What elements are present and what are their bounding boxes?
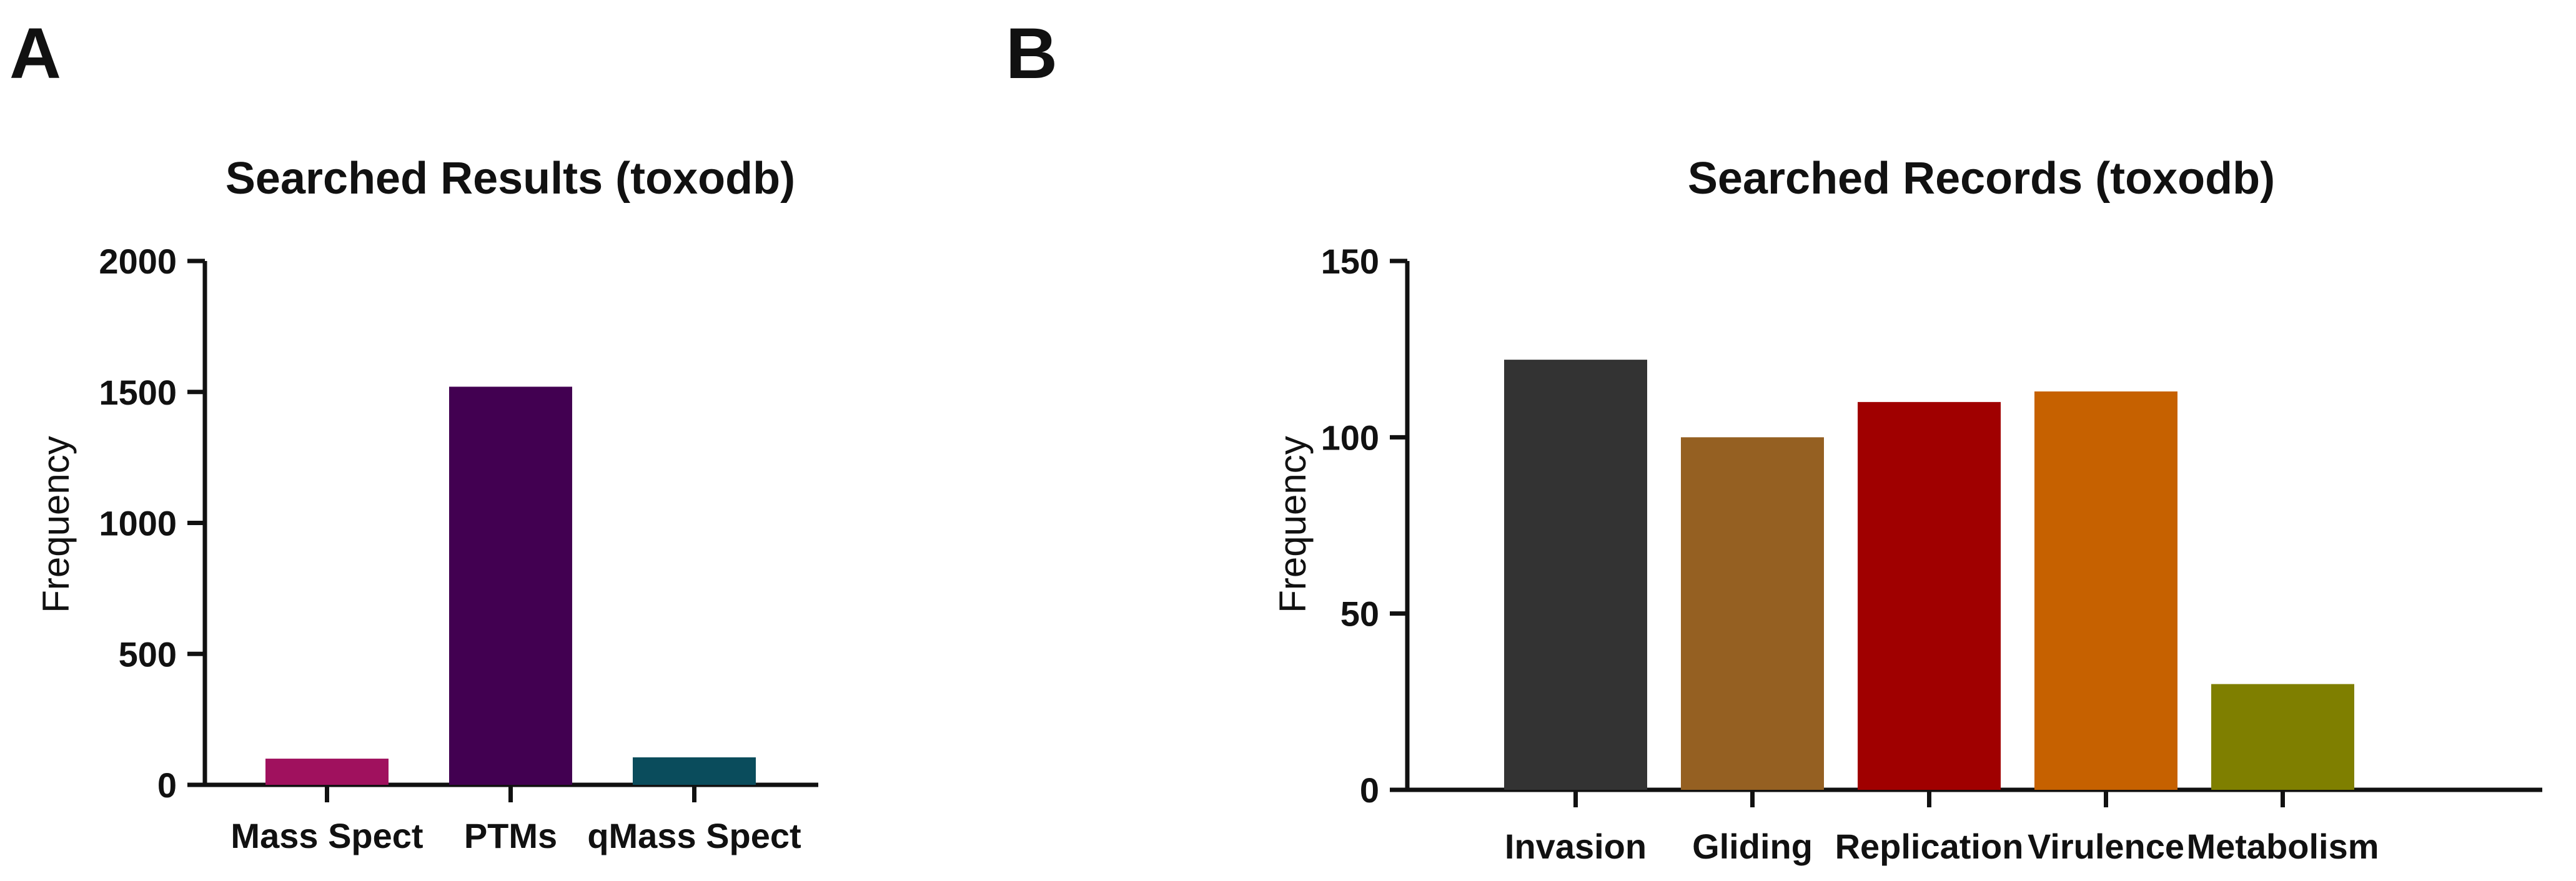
y-tick-label-a-2: 1000 — [99, 504, 177, 543]
y-tick-label-b-1: 50 — [1340, 594, 1379, 634]
bar-b-replication — [1858, 401, 2001, 790]
x-tick-label-a-2: qMass Spect — [587, 816, 801, 855]
y-tick-label-b-2: 100 — [1321, 418, 1379, 457]
bar-a-mass-spect — [265, 759, 389, 785]
chart-title-b: Searched Records (toxodb) — [1688, 154, 2275, 204]
panel-label-b: B — [1006, 14, 1058, 94]
bar-b-gliding — [1681, 437, 1824, 790]
bar-a-qmass-spect — [633, 757, 756, 785]
x-tick-label-b-0: Invasion — [1505, 827, 1647, 866]
x-tick-label-b-2: Replication — [1835, 827, 2024, 866]
y-tick-label-b-3: 150 — [1321, 242, 1379, 281]
panel-label-a: A — [9, 14, 61, 94]
x-tick-label-a-1: PTMs — [464, 816, 557, 855]
y-axis-title-a: Frequency — [35, 436, 77, 613]
y-tick-label-a-1: 500 — [119, 634, 177, 674]
panel-a: A Searched Results (toxodb) Frequency 0 5… — [9, 14, 818, 855]
bar-b-invasion — [1504, 360, 1647, 790]
x-tick-label-b-1: Gliding — [1692, 827, 1813, 866]
panel-b: B Searched Records (toxodb) Frequency 0 5… — [1006, 14, 2542, 866]
y-tick-label-a-0: 0 — [157, 765, 177, 805]
bar-b-virulence — [2034, 391, 2177, 790]
x-tick-label-b-3: Virulence — [2028, 827, 2184, 866]
x-tick-label-a-0: Mass Spect — [230, 816, 423, 855]
bar-b-metabolism — [2211, 684, 2354, 790]
y-tick-label-a-4: 2000 — [99, 242, 177, 281]
y-tick-label-a-3: 1500 — [99, 373, 177, 412]
chart-title-a: Searched Results (toxodb) — [225, 154, 795, 204]
y-tick-label-b-0: 0 — [1360, 770, 1379, 810]
y-axis-title-b: Frequency — [1272, 436, 1314, 613]
bar-a-ptms — [449, 386, 572, 785]
x-tick-label-b-4: Metabolism — [2186, 827, 2379, 866]
